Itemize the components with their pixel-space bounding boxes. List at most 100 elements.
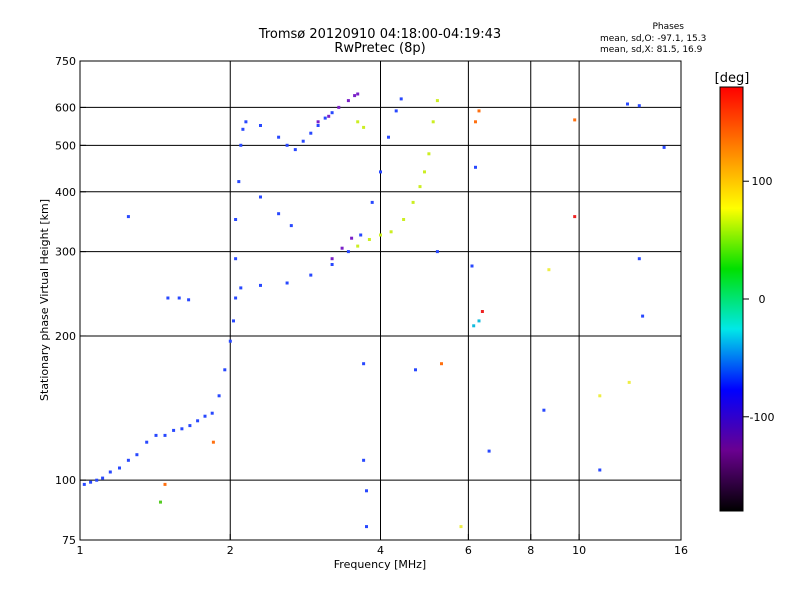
y-tick-label: 600 xyxy=(55,101,76,114)
data-point xyxy=(309,131,313,135)
data-point xyxy=(367,238,371,241)
chart-title: Tromsø 20120910 04:18:00-04:19:43 xyxy=(258,27,502,42)
data-point xyxy=(470,264,474,268)
data-point xyxy=(598,394,602,398)
data-point xyxy=(135,453,139,457)
data-point xyxy=(126,215,130,219)
data-point xyxy=(223,368,227,372)
data-point xyxy=(353,94,357,98)
data-point xyxy=(166,296,170,300)
data-point xyxy=(637,104,641,108)
data-point xyxy=(480,310,484,313)
y-tick-label: 75 xyxy=(62,534,76,547)
data-point xyxy=(187,298,191,302)
data-point xyxy=(598,468,602,472)
x-axis-label: Frequency [MHz] xyxy=(334,558,426,571)
y-tick-label: 200 xyxy=(55,330,76,343)
data-point xyxy=(241,127,245,131)
data-point xyxy=(301,139,305,143)
data-point xyxy=(234,296,238,300)
data-point xyxy=(370,200,374,204)
data-point xyxy=(356,120,360,124)
data-point xyxy=(108,470,112,474)
data-point xyxy=(172,428,176,432)
data-point xyxy=(365,525,368,529)
data-point xyxy=(217,394,221,398)
data-point xyxy=(402,218,406,221)
data-point xyxy=(259,124,262,127)
data-point xyxy=(293,148,297,152)
data-point xyxy=(346,250,350,254)
colorbar-tick-label: 100 xyxy=(752,175,773,188)
data-point xyxy=(330,263,334,266)
data-point xyxy=(239,286,243,290)
data-point xyxy=(641,314,645,318)
data-point xyxy=(418,185,422,189)
data-point xyxy=(427,152,431,156)
data-point xyxy=(237,180,241,184)
data-point xyxy=(145,440,149,444)
data-point xyxy=(394,109,398,113)
data-point xyxy=(474,120,477,124)
data-point xyxy=(101,476,105,480)
x-tick-label: 16 xyxy=(674,544,688,557)
y-tick-label: 500 xyxy=(55,139,76,152)
data-points xyxy=(82,92,666,529)
x-tick-label: 10 xyxy=(572,544,586,557)
data-point xyxy=(346,99,350,103)
data-point xyxy=(431,120,435,124)
data-point xyxy=(387,135,390,139)
data-point xyxy=(359,233,363,237)
colorbar-unit: [deg] xyxy=(715,71,750,86)
colorbar-tick-label: -100 xyxy=(750,411,775,424)
x-axis: 1 2 4 6 8 10 16 xyxy=(77,534,688,557)
data-point xyxy=(573,118,577,122)
y-tick-label: 100 xyxy=(55,474,76,487)
x-tick-label: 6 xyxy=(465,544,472,557)
data-point xyxy=(474,165,477,169)
data-point xyxy=(95,478,99,482)
data-point xyxy=(289,224,293,228)
data-point xyxy=(573,215,577,219)
data-point xyxy=(330,257,334,261)
data-point xyxy=(177,296,181,300)
data-point xyxy=(259,283,262,287)
data-point xyxy=(126,458,130,462)
data-point xyxy=(440,362,443,366)
data-point xyxy=(180,427,184,431)
data-point xyxy=(389,230,393,234)
data-point xyxy=(154,433,158,437)
data-point xyxy=(330,111,334,115)
data-point xyxy=(379,170,382,174)
data-point xyxy=(379,233,382,237)
data-point xyxy=(356,92,360,96)
data-point xyxy=(327,114,331,118)
data-point xyxy=(356,244,360,248)
data-point xyxy=(89,480,93,484)
data-point xyxy=(234,218,238,221)
data-point xyxy=(542,408,546,412)
data-point xyxy=(259,195,262,199)
data-point xyxy=(244,120,248,124)
data-point xyxy=(277,212,281,216)
x-tick-label: 4 xyxy=(377,544,384,557)
y-axis-label: Stationary phase Virtual Height [km] xyxy=(38,199,51,401)
data-point xyxy=(423,170,426,174)
data-point xyxy=(365,489,368,493)
data-point xyxy=(472,324,476,328)
data-point xyxy=(362,458,366,462)
data-point xyxy=(399,97,403,101)
data-point xyxy=(340,246,344,250)
data-point xyxy=(239,143,243,147)
colorbar: [deg] 100 0 -100 xyxy=(715,71,775,512)
data-point xyxy=(118,466,121,470)
data-point xyxy=(435,250,439,254)
data-point xyxy=(362,125,366,129)
grid-layer xyxy=(80,61,681,540)
data-point xyxy=(309,273,313,277)
data-point xyxy=(637,257,641,261)
y-tick-label: 400 xyxy=(55,186,76,199)
data-point xyxy=(477,109,481,113)
x-tick-label: 8 xyxy=(527,544,534,557)
y-tick-label: 750 xyxy=(55,55,76,68)
